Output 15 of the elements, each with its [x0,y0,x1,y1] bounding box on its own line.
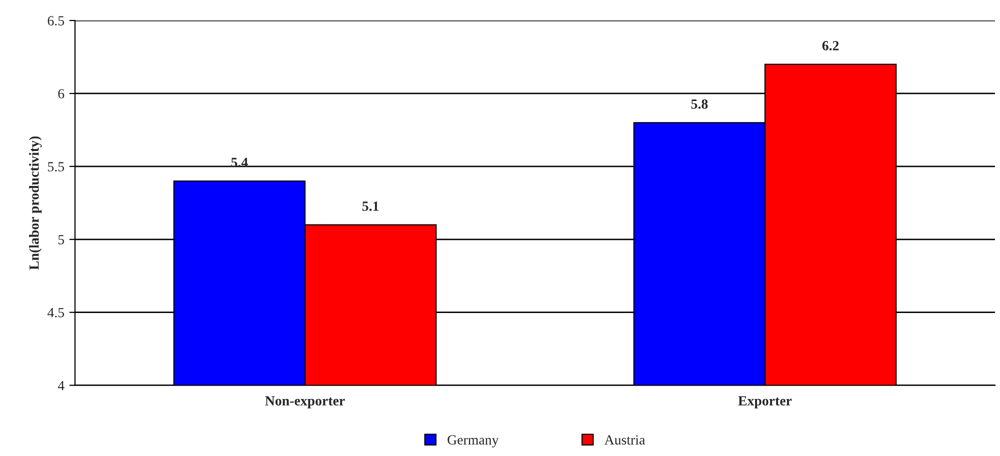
x-tick-label: Non-exporter [265,396,345,408]
data-label: 5.4 [231,158,248,168]
data-label: 6.2 [822,41,839,50]
y-tick-label: 5.5 [48,162,64,172]
data-label: 5.8 [691,99,708,109]
y-tick-label: 4 [58,380,64,390]
y-tick-label: 4.5 [47,308,64,318]
legend-label: Germany [448,435,499,448]
y-axis-title: Ln(labor productivity) [29,136,42,270]
y-tick-label: 5 [58,235,64,244]
x-tick-label: Exporter [738,396,792,408]
legend-label: Austria [604,435,645,445]
y-tick-label: 6 [58,89,64,98]
data-label: 5.1 [362,202,379,211]
y-tick-label: 6.5 [48,16,64,26]
